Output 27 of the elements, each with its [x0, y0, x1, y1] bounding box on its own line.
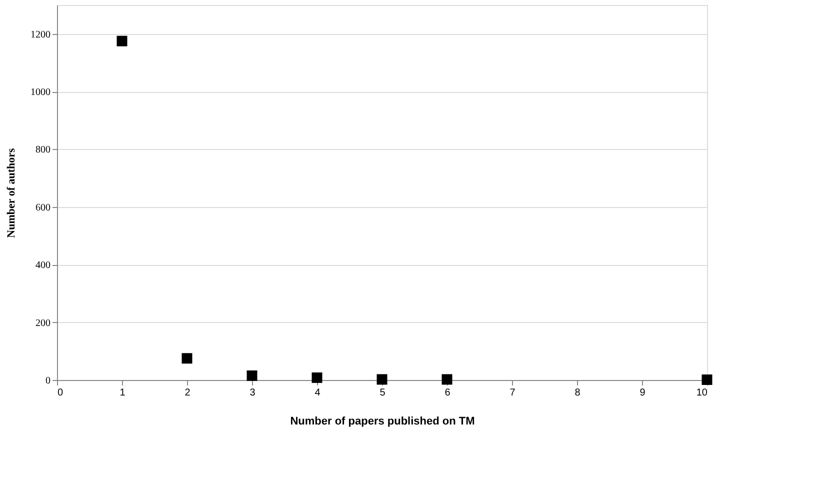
point [376, 374, 388, 385]
x-tick-label: 1 [120, 388, 126, 398]
point [442, 374, 452, 385]
x-tick-label: 7 [510, 388, 516, 398]
y-tick-label: 0 [46, 376, 50, 386]
x-tick-label: 0 [58, 388, 64, 398]
x-tick-label: 9 [640, 388, 646, 398]
point [702, 374, 712, 385]
point [312, 372, 322, 383]
y-tick-label: 800 [36, 144, 50, 156]
x-tick-label: 6 [444, 388, 451, 398]
x-tick-label: 10 [696, 388, 708, 398]
y-tick-label: 400 [36, 260, 50, 272]
y-tick-label: 600 [36, 202, 50, 214]
point [182, 353, 192, 364]
x-tick-label: 4 [314, 388, 321, 398]
x-tick-label: 8 [574, 388, 581, 398]
x-tick-label: 5 [380, 388, 386, 398]
point [246, 370, 258, 381]
y-tick-label: 1200 [30, 29, 50, 40]
x-tick-label: 2 [184, 388, 191, 398]
x-axis-title: Number of papers published on TM [290, 416, 475, 428]
y-tick-label: 200 [36, 318, 50, 329]
point [116, 36, 128, 46]
y-tick-label: 1000 [30, 87, 50, 98]
x-tick-label: 3 [250, 388, 256, 398]
y-axis-title: Number of authors [6, 147, 18, 238]
